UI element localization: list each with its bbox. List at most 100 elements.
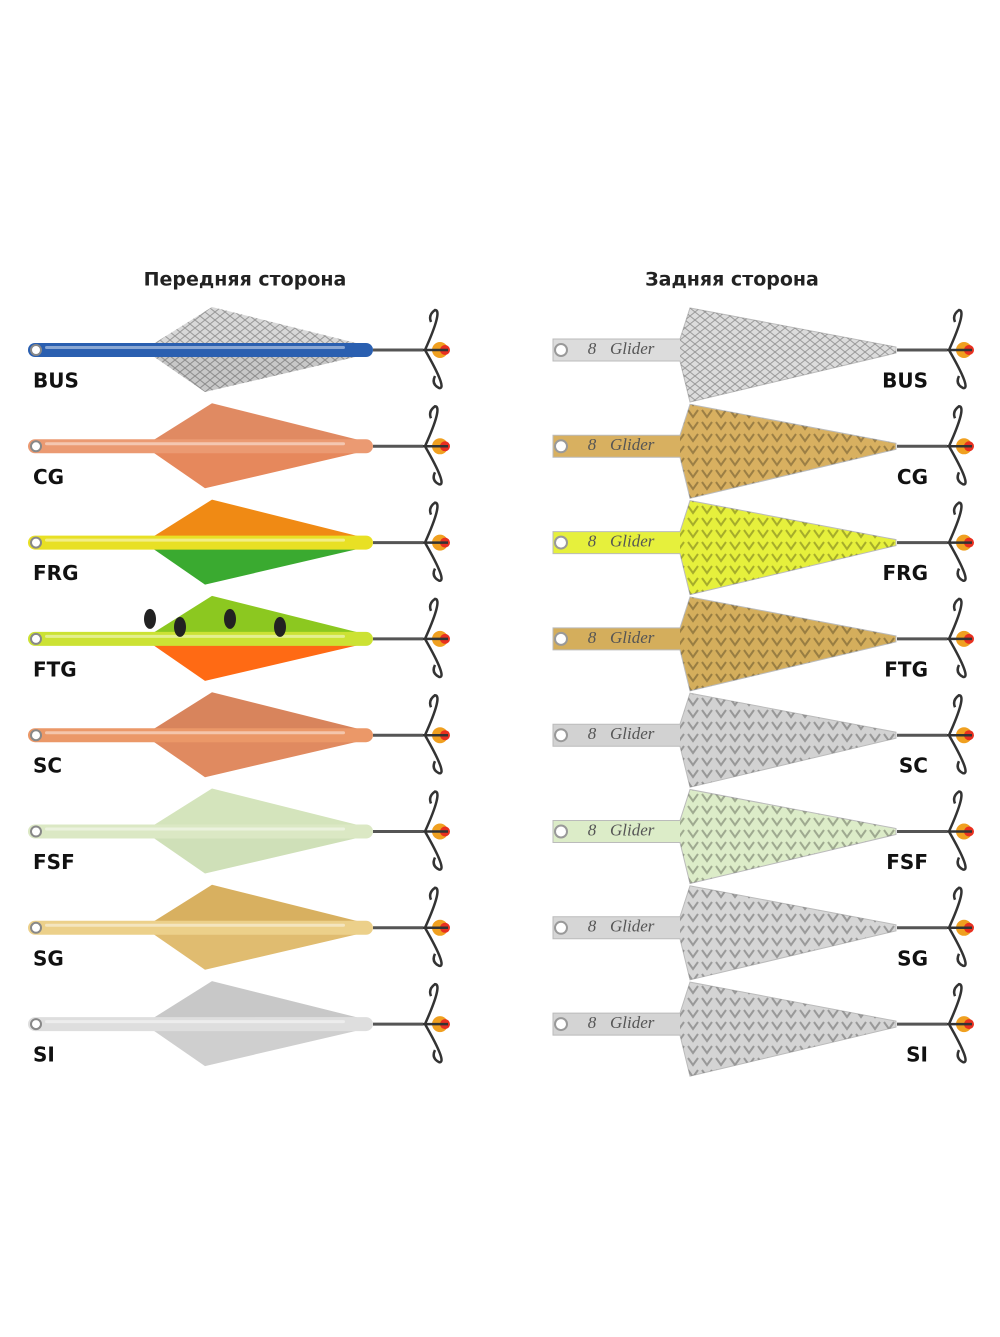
eye-ring <box>30 729 42 742</box>
top-fin <box>150 692 368 732</box>
engraving-mark: 8 <box>588 820 597 839</box>
treble-hook <box>947 693 972 775</box>
lure-code: FTG <box>33 657 77 681</box>
bottom-fin <box>150 835 368 874</box>
treble-hook <box>947 597 972 679</box>
body-shine <box>45 731 345 735</box>
lure-body <box>28 728 373 743</box>
eye-hole <box>554 535 568 550</box>
treble-hook <box>947 982 972 1064</box>
eye-hole <box>554 631 568 646</box>
lure-code: FRG <box>33 561 78 585</box>
engraving-mark: 8 <box>588 724 597 743</box>
eye-hole <box>554 824 568 839</box>
engraving-mark: 8 <box>588 628 597 647</box>
body-shine <box>45 1020 345 1024</box>
engraving-brand: Glider <box>610 1013 655 1032</box>
lure-code: FSF <box>33 850 75 874</box>
lure-code: SC <box>33 754 62 778</box>
lure-code: BUS <box>882 369 928 393</box>
treble-hook <box>423 308 448 390</box>
lure-code: SI <box>906 1043 928 1067</box>
back-texture <box>680 500 896 595</box>
engraving-brand: Glider <box>610 820 655 839</box>
engraving-brand: Glider <box>610 628 655 647</box>
tiger-stripe <box>274 616 286 637</box>
engraving-mark: 8 <box>588 435 597 454</box>
engraving-mark: 8 <box>588 339 597 358</box>
engraving-brand: Glider <box>610 339 655 358</box>
engraving-brand: Glider <box>610 435 655 454</box>
lure-code: SI <box>33 1043 55 1067</box>
treble-hook <box>947 886 972 968</box>
treble-hook <box>947 790 972 871</box>
back-texture <box>680 885 896 980</box>
treble-hook <box>423 886 448 968</box>
engraving-mark: 8 <box>588 1013 597 1032</box>
lure-code: SC <box>899 754 928 778</box>
engraving-brand: Glider <box>610 532 655 551</box>
lure-code: FSF <box>886 850 928 874</box>
treble-hook <box>423 501 448 582</box>
bottom-fin <box>150 642 368 681</box>
bottom-fin <box>150 1028 368 1067</box>
eye-ring <box>30 825 42 838</box>
top-fin <box>150 788 368 828</box>
treble-hook <box>423 405 448 486</box>
lure-body <box>28 439 373 454</box>
lure-code: BUS <box>33 369 79 393</box>
back-texture <box>680 982 896 1077</box>
lure-code: CG <box>33 465 64 489</box>
treble-hook <box>423 982 448 1064</box>
body-shine <box>45 634 345 638</box>
engraving-brand: Glider <box>610 724 655 743</box>
back-texture <box>680 308 896 402</box>
bottom-fin-scales <box>150 354 368 392</box>
tiger-stripe <box>174 616 186 637</box>
top-fin-scales <box>150 307 368 346</box>
engraving-mark: 8 <box>588 917 597 936</box>
bottom-fin <box>150 931 368 970</box>
engraving-mark: 8 <box>588 532 597 551</box>
treble-hook <box>423 597 448 679</box>
top-fin <box>150 499 368 539</box>
back-texture <box>680 789 896 884</box>
eye-hole <box>554 439 568 454</box>
eye-ring <box>30 1018 42 1031</box>
body-shine <box>45 538 345 542</box>
eye-ring <box>30 344 42 356</box>
lure-code: FTG <box>884 657 928 681</box>
eye-ring <box>30 536 42 549</box>
bottom-fin <box>150 450 368 489</box>
tiger-stripe <box>224 608 236 629</box>
eye-hole <box>554 1017 568 1032</box>
lure-code: SG <box>897 946 928 970</box>
lure-body <box>28 631 373 646</box>
eye-ring <box>30 440 42 453</box>
top-fin <box>150 884 368 924</box>
lure-code: CG <box>897 465 928 489</box>
engraving-brand: Glider <box>610 917 655 936</box>
eye-hole <box>554 920 568 935</box>
back-texture <box>680 404 896 499</box>
lure-body <box>28 1017 373 1032</box>
back-texture <box>680 693 896 788</box>
eye-hole <box>554 343 568 357</box>
back-texture <box>680 596 896 691</box>
tiger-stripe <box>144 608 156 629</box>
lure-body <box>28 535 373 550</box>
bottom-fin <box>150 739 368 778</box>
treble-hook <box>423 693 448 775</box>
lure-body <box>28 343 373 357</box>
treble-hook <box>947 405 972 486</box>
top-fin <box>150 403 368 443</box>
top-fin <box>150 981 368 1021</box>
lure-body <box>28 920 373 935</box>
body-shine <box>45 346 345 349</box>
body-shine <box>45 923 345 927</box>
bottom-fin <box>150 546 368 585</box>
body-shine <box>45 442 345 446</box>
treble-hook <box>423 790 448 871</box>
